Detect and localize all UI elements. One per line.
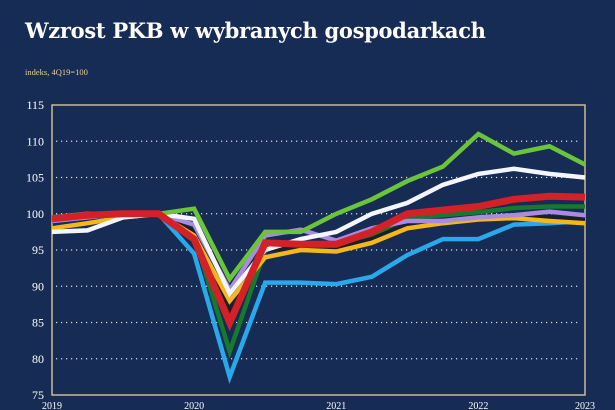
series-line-6 [51, 131, 587, 284]
y-tick-label: 85 [32, 316, 44, 330]
x-tick-label: 2021 [326, 401, 346, 410]
y-tick-label: 110 [26, 134, 44, 148]
series-line-5 [51, 166, 586, 298]
y-tick-label: 90 [32, 279, 44, 293]
x-tick-label: 2019 [42, 401, 62, 410]
y-tick-label: 75 [32, 388, 44, 402]
y-tick-label: 115 [26, 98, 44, 112]
series-line-7 [51, 192, 586, 332]
chart-subtitle: indeks, 4Q19=100 [25, 67, 88, 77]
x-tick-label: 2023 [575, 401, 595, 410]
series-line-0 [51, 211, 586, 385]
plot-frame [51, 104, 586, 396]
x-tick-label: 2020 [184, 401, 204, 410]
y-tick-label: 95 [32, 243, 44, 257]
y-tick-label: 80 [32, 352, 44, 366]
y-tick-label: 105 [26, 171, 44, 185]
x-tick-label: 2022 [468, 401, 488, 410]
chart-title: Wzrost PKB w wybranych gospodarkach [25, 18, 486, 43]
y-tick-label: 100 [26, 207, 44, 221]
